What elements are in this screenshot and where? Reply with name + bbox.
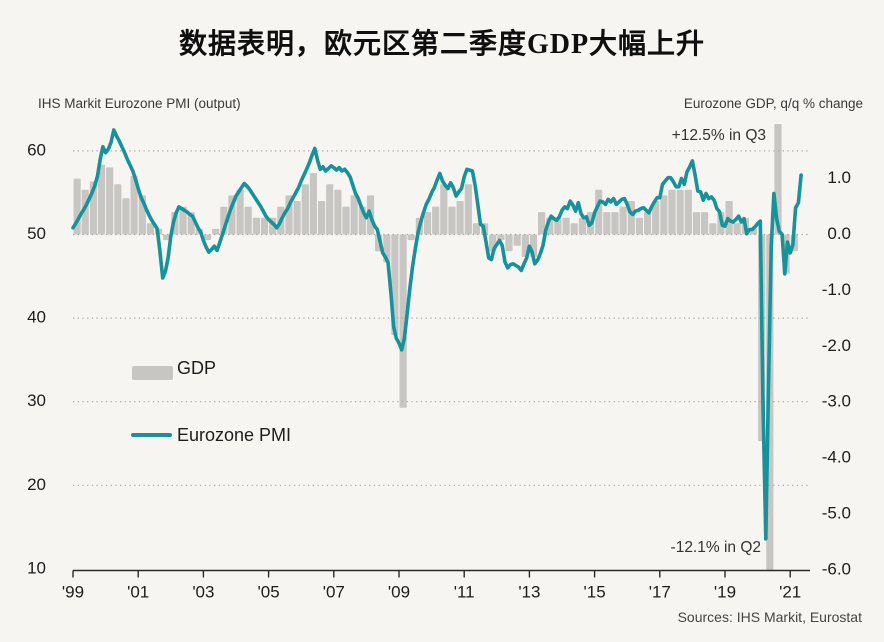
gdp-bar [513, 234, 521, 246]
gdp-bar [668, 189, 676, 235]
gdp-bar [733, 223, 741, 235]
gdp-bar [464, 184, 472, 235]
gdp-bar [538, 212, 546, 235]
gdp-bar [660, 195, 668, 235]
x-tick-label: '13 [518, 582, 540, 601]
x-tick-label: '03 [192, 582, 214, 601]
x-tick-label: '05 [258, 582, 280, 601]
x-tick-label: '09 [388, 582, 410, 601]
x-tick-label: '99 [62, 582, 84, 601]
gdp-bar [701, 212, 709, 235]
left-axis-tick-label: 40 [27, 308, 46, 327]
gdp-bar [562, 217, 570, 235]
left-axis-tick-label: 20 [27, 475, 46, 494]
left-axis-title: IHS Markit Eurozone PMI (output) [38, 96, 241, 111]
gdp-bar [114, 184, 122, 235]
gdp-bar [603, 212, 611, 235]
gdp-bar [684, 189, 692, 235]
right-axis-tick-label: 1.0 [827, 168, 851, 187]
gdp-bar [709, 223, 717, 235]
gdp-bar [472, 223, 480, 235]
right-axis-tick-label: -4.0 [822, 448, 851, 467]
gdp-bar [326, 184, 334, 235]
x-tick-label: '19 [714, 582, 736, 601]
source-note: Sources: IHS Markit, Eurostat [677, 609, 862, 625]
gdp-bar [407, 234, 415, 241]
gdp-bar [505, 234, 513, 252]
x-tick-label: '21 [779, 582, 801, 601]
gdp-bar [334, 189, 342, 235]
right-axis-title: Eurozone GDP, q/q % change [683, 96, 863, 111]
annotation-gdp-q3: +12.5% in Q3 [671, 127, 766, 144]
gdp-bar [692, 212, 701, 235]
x-tick-label: '11 [454, 582, 475, 601]
gdp-bar [350, 195, 358, 235]
gdp-bar [301, 184, 309, 235]
x-tick-label: '07 [323, 582, 345, 601]
x-tick-label: '01 [127, 582, 149, 601]
pmi-legend-swatch [131, 433, 172, 437]
gdp-bar [97, 164, 106, 235]
annotation-gdp-q2: -12.1% in Q2 [670, 539, 761, 556]
gdp-bar [342, 206, 350, 235]
chart-title: 数据表明，欧元区第二季度GDP大幅上升 [178, 29, 706, 60]
gdp-bar [619, 206, 627, 235]
left-axis-tick-label: 60 [27, 140, 46, 159]
gdp-bar [122, 198, 130, 235]
x-tick-label: '17 [649, 582, 671, 601]
gdp-bar [676, 189, 684, 235]
gdp-bar [399, 234, 407, 408]
right-axis-tick-label: -2.0 [822, 336, 851, 355]
gdp-legend-swatch [132, 366, 173, 380]
left-axis-tick-label: 30 [27, 391, 46, 410]
gdp-bar [106, 167, 114, 235]
gdp-bar [432, 206, 440, 235]
gdp-bar [146, 223, 154, 235]
gdp-bar [260, 217, 269, 235]
gdp-bar [440, 184, 448, 235]
gdp-bar [423, 212, 432, 235]
right-axis-tick-label: 0.0 [827, 224, 851, 243]
right-axis-tick-label: -1.0 [822, 280, 851, 299]
gdp-bar [644, 212, 652, 235]
gdp-bar [179, 206, 187, 235]
gdp-legend-label: GDP [177, 358, 217, 378]
gdp-bar [318, 201, 326, 235]
gdp-bar [611, 212, 619, 235]
right-axis-tick-label: -6.0 [822, 559, 851, 578]
gdp-bar [570, 223, 578, 235]
gdp-bar [448, 206, 456, 235]
left-axis-tick-label: 50 [27, 224, 46, 243]
gdp-bar [652, 201, 660, 235]
right-axis-tick-label: -5.0 [822, 503, 851, 522]
gdp-bar [244, 206, 252, 235]
gdp-bar [456, 201, 464, 235]
gdp-bar [130, 175, 138, 235]
gdp-bar [293, 201, 301, 235]
gdp-bar [212, 228, 220, 235]
gdp-bar [203, 234, 212, 241]
right-axis-tick-label: -3.0 [822, 392, 851, 411]
gdp-bar [163, 234, 171, 241]
x-tick-label: '15 [584, 582, 606, 601]
gdp-bar [236, 189, 244, 235]
left-axis-tick-label: 10 [27, 558, 46, 577]
pmi-legend-label: Eurozone PMI [177, 425, 292, 445]
gdp-bar [578, 217, 586, 235]
pmi-line [71, 128, 803, 541]
gdp-bar [309, 173, 317, 235]
gdp-bar [252, 217, 260, 235]
gdp-bar [635, 217, 643, 235]
